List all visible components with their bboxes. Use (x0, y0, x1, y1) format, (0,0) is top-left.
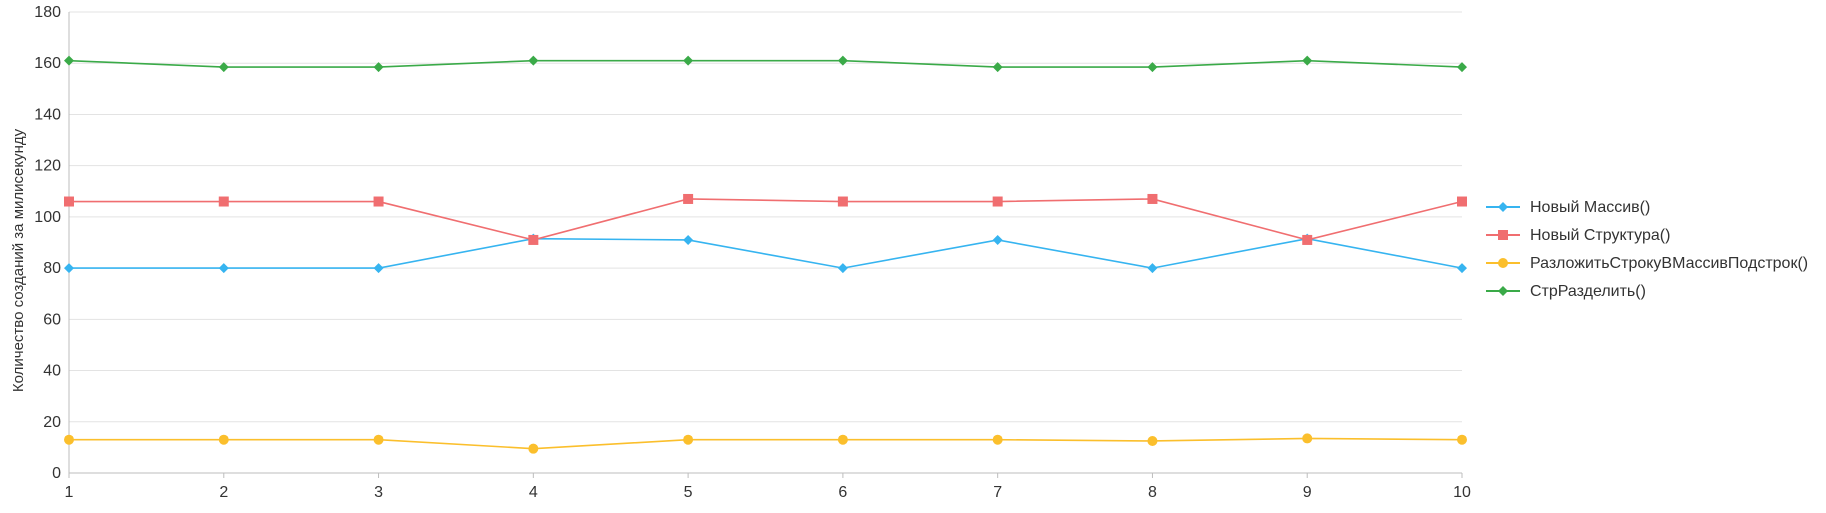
series-line (69, 198, 1463, 241)
data-point (837, 263, 848, 274)
y-tick-label: 180 (34, 4, 61, 21)
data-point (373, 434, 384, 445)
data-point (683, 55, 694, 66)
data-point (373, 196, 384, 207)
legend-swatch-marker (1498, 202, 1508, 212)
legend-label: Новый Массив() (1530, 199, 1650, 216)
data-point (683, 434, 694, 445)
series-1 (64, 233, 1467, 274)
axes: 0 20 40 60 80 100 120 140 160 180 1 2 3 4 5 6 7 8 9 10 (34, 4, 1471, 501)
data-point (373, 62, 384, 73)
y-axis-title: Количество созданий за милисекунду (10, 128, 27, 392)
x-tick-label: 10 (1453, 484, 1471, 501)
series-area (64, 55, 1467, 454)
x-tick-label: 2 (219, 484, 228, 501)
data-point (1302, 433, 1313, 444)
series-line (69, 437, 1463, 450)
data-point (1457, 196, 1467, 207)
data-point (218, 434, 229, 445)
series-3 (64, 433, 1467, 454)
data-point (1147, 193, 1158, 204)
data-point (1457, 62, 1467, 73)
data-point (218, 196, 229, 207)
x-tick-label: 5 (684, 484, 693, 501)
y-tick-label: 140 (34, 106, 61, 123)
legend-label: СтрРазделить() (1530, 283, 1646, 300)
data-point (373, 263, 384, 274)
data-point (528, 234, 539, 245)
legend-label: Новый Структура() (1530, 227, 1670, 244)
x-tick-label: 4 (529, 484, 538, 501)
data-point (64, 263, 74, 274)
data-point (683, 234, 694, 245)
data-point (64, 196, 74, 207)
data-point (837, 434, 848, 445)
y-tick-label: 40 (43, 363, 61, 380)
y-tick-label: 100 (34, 209, 61, 226)
legend-item[interactable]: Новый Структура() (1486, 227, 1670, 244)
x-tick-label: 1 (65, 484, 74, 501)
data-point (64, 434, 74, 445)
data-point (528, 55, 539, 66)
legend-swatch-marker (1498, 286, 1508, 296)
data-point (837, 55, 848, 66)
data-point (1147, 62, 1158, 73)
legend-item[interactable]: Новый Массив() (1486, 199, 1650, 216)
data-point (1457, 434, 1467, 445)
series-2 (64, 193, 1467, 245)
data-point (683, 193, 694, 204)
legend[interactable]: Новый Массив() Новый Структура() Разложить… (1486, 199, 1808, 300)
gridlines (69, 11, 1462, 423)
data-point (837, 196, 848, 207)
data-point (992, 62, 1003, 73)
y-tick-label: 20 (43, 414, 61, 431)
legend-item[interactable]: РазложитьСтрокуВМассивПодстрок() (1486, 255, 1808, 272)
y-tick-label: 0 (52, 465, 61, 482)
data-point (1147, 435, 1158, 446)
legend-swatch-marker (1498, 230, 1508, 240)
legend-label: РазложитьСтрокуВМассивПодстрок() (1530, 255, 1808, 272)
data-point (218, 263, 229, 274)
series-line (68, 59, 1463, 68)
series-line (69, 237, 1463, 269)
data-point (992, 196, 1003, 207)
y-tick-label: 160 (34, 55, 61, 72)
data-point (1302, 55, 1313, 66)
y-tick-label: 80 (43, 260, 61, 277)
x-tick-label: 9 (1303, 484, 1312, 501)
legend-item[interactable]: СтрРазделить() (1486, 283, 1646, 300)
series-4 (64, 55, 1467, 73)
data-point (1457, 263, 1467, 274)
y-tick-label: 120 (34, 158, 61, 175)
data-point (528, 443, 539, 454)
legend-swatch-marker (1498, 258, 1508, 268)
data-point (1147, 263, 1158, 274)
data-point (1302, 234, 1313, 245)
x-tick-label: 8 (1148, 484, 1157, 501)
data-point (218, 62, 229, 73)
x-tick-label: 6 (838, 484, 847, 501)
data-point (992, 234, 1003, 245)
x-tick-label: 7 (993, 484, 1002, 501)
data-point (64, 55, 74, 66)
x-tick-label: 3 (374, 484, 383, 501)
data-point (992, 434, 1003, 445)
y-tick-label: 60 (43, 311, 61, 328)
